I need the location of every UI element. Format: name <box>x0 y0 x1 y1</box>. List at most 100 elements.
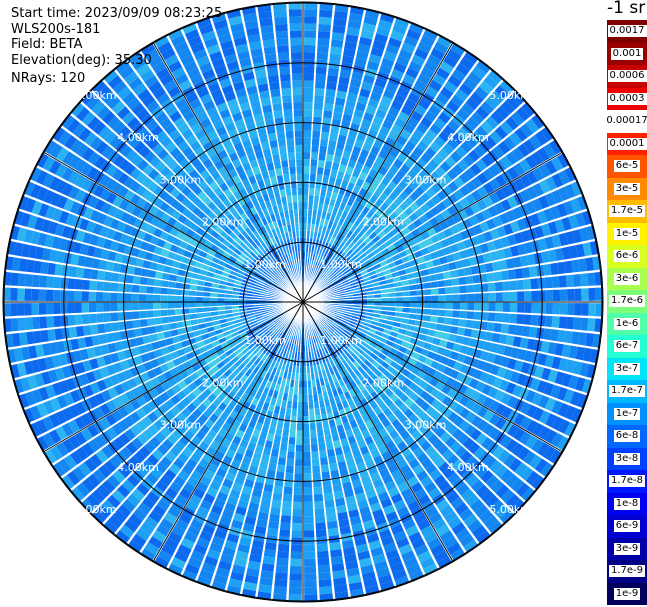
range-gate <box>130 247 140 257</box>
range-gate <box>328 271 335 278</box>
range-gate <box>513 177 526 191</box>
range-gate <box>429 171 441 182</box>
range-gate <box>217 293 225 298</box>
range-gate <box>336 327 344 334</box>
range-gate <box>174 253 183 262</box>
range-gate <box>124 311 133 320</box>
range-gate <box>284 318 290 325</box>
range-gate <box>568 214 579 229</box>
range-gate <box>186 392 197 402</box>
range-gate <box>41 371 52 385</box>
range-gate <box>384 397 394 408</box>
range-gate <box>198 250 208 258</box>
range-gate <box>250 355 258 363</box>
range-gate <box>154 271 164 280</box>
range-gate <box>329 542 342 551</box>
range-gate <box>524 350 534 363</box>
range-gate <box>507 166 519 180</box>
range-gate <box>564 330 573 344</box>
range-gate <box>193 49 208 61</box>
range-gate <box>282 501 292 509</box>
range-gate <box>44 356 55 370</box>
range-gate <box>248 317 257 323</box>
range-gate <box>379 318 387 324</box>
range-gate <box>237 341 245 348</box>
range-gate <box>423 253 432 262</box>
range-gate <box>53 303 61 315</box>
range-gate <box>430 388 441 398</box>
range-gate <box>237 95 249 105</box>
range-gate <box>228 324 237 330</box>
range-gate <box>154 431 167 443</box>
range-gate <box>404 387 414 398</box>
range-gate <box>489 251 499 262</box>
range-gate <box>370 204 379 213</box>
range-gate <box>303 401 309 410</box>
range-gate <box>197 393 207 403</box>
range-gate <box>177 140 189 152</box>
range-gate <box>112 195 124 208</box>
range-gate <box>322 275 329 282</box>
range-gate <box>81 291 89 302</box>
range-gate <box>501 406 513 419</box>
range-gate <box>346 221 354 230</box>
range-gate <box>197 211 208 221</box>
range-gate <box>346 347 354 355</box>
range-gate <box>383 407 393 418</box>
range-gate <box>64 454 77 469</box>
range-gate <box>420 67 435 79</box>
range-gate <box>238 423 248 433</box>
range-gate <box>509 313 517 324</box>
range-gate <box>261 291 269 295</box>
range-gate <box>364 404 373 414</box>
range-gate <box>313 350 318 358</box>
range-gate <box>411 244 421 253</box>
range-gate <box>33 260 42 274</box>
range-gate <box>381 297 389 302</box>
range-gate <box>355 416 365 426</box>
range-gate <box>181 197 192 208</box>
range-gate <box>330 39 344 48</box>
range-gate <box>390 524 404 535</box>
range-gate <box>229 489 241 499</box>
range-gate <box>380 95 393 106</box>
range-gate <box>314 501 324 509</box>
range-gate <box>509 458 522 472</box>
range-gate <box>361 325 370 331</box>
range-gate <box>165 206 176 216</box>
range-gate <box>352 410 361 420</box>
range-gate <box>485 474 499 489</box>
range-gate <box>148 510 163 524</box>
range-gate <box>42 432 55 448</box>
range-gate <box>386 283 395 289</box>
range-gate <box>218 192 227 202</box>
range-gate <box>254 525 267 535</box>
range-gate <box>531 114 545 129</box>
range-gate <box>433 550 449 563</box>
range-gate <box>246 395 254 404</box>
range-gate <box>520 230 531 242</box>
range-gate <box>313 493 324 502</box>
range-gate <box>355 194 364 203</box>
range-gate <box>399 359 408 368</box>
range-gate <box>317 392 324 401</box>
range-gate <box>141 416 153 428</box>
range-gate <box>373 139 384 149</box>
range-gate <box>371 338 380 345</box>
range-gate <box>334 447 344 456</box>
range-gate <box>104 271 113 282</box>
range-gate <box>241 279 250 285</box>
range-gate <box>401 340 410 349</box>
range-gate <box>372 509 385 520</box>
range-gate <box>219 318 227 324</box>
range-gate <box>89 454 103 468</box>
range-gate <box>201 333 210 340</box>
range-gate <box>387 244 396 252</box>
range-gate <box>374 515 387 526</box>
range-gate <box>394 117 406 129</box>
range-gate <box>568 375 579 390</box>
range-gate <box>226 338 235 345</box>
range-gate <box>343 256 351 264</box>
range-gate <box>333 320 340 326</box>
range-gate <box>297 416 303 424</box>
